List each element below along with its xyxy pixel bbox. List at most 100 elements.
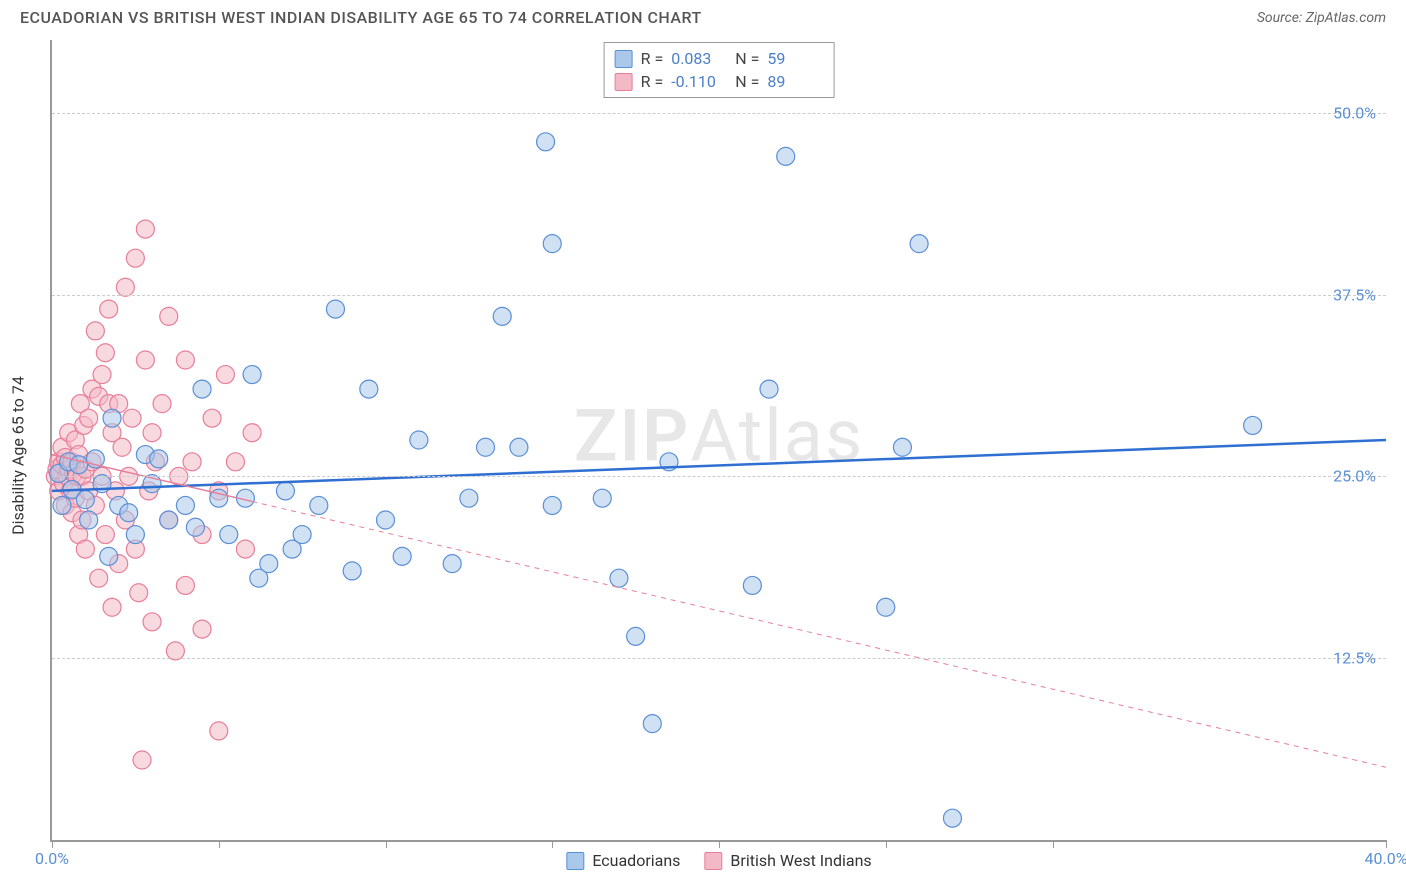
data-point [220, 526, 238, 544]
data-point [543, 235, 561, 253]
data-point [226, 453, 244, 471]
data-point [293, 526, 311, 544]
data-point [760, 380, 778, 398]
data-point [123, 409, 141, 427]
gridline [52, 476, 1386, 477]
data-point [877, 598, 895, 616]
xtick [52, 840, 53, 848]
n-value-1: 59 [767, 49, 823, 68]
data-point [193, 620, 211, 638]
legend-item-bwi: British West Indians [704, 851, 871, 870]
data-point [343, 562, 361, 580]
correlation-row-1: R = 0.083 N = 59 [615, 47, 824, 70]
legend-label-2: British West Indians [730, 851, 871, 870]
series-legend: Ecuadorians British West Indians [566, 851, 871, 870]
data-point [743, 576, 761, 594]
data-point [186, 518, 204, 536]
swatch-ecuadorians [566, 852, 584, 870]
data-point [493, 307, 511, 325]
data-point [160, 307, 178, 325]
data-point [96, 344, 114, 362]
xtick [886, 840, 887, 848]
data-point [243, 424, 261, 442]
data-point [236, 540, 254, 558]
data-point [176, 496, 194, 514]
xtick [386, 840, 387, 848]
data-point [143, 424, 161, 442]
n-label: N = [735, 72, 759, 91]
data-point [216, 366, 234, 384]
n-value-2: 89 [767, 72, 823, 91]
data-point [326, 300, 344, 318]
data-point [910, 235, 928, 253]
xtick [719, 840, 720, 848]
data-point [176, 576, 194, 594]
r-label: R = [641, 72, 664, 91]
xtick [219, 840, 220, 848]
swatch-bwi [704, 852, 722, 870]
data-point [310, 496, 328, 514]
data-point [53, 496, 71, 514]
chart-area: ZIPAtlas R = 0.083 N = 59 R = -0.110 N =… [50, 40, 1386, 842]
xtick [1386, 840, 1387, 848]
data-point [276, 482, 294, 500]
n-label: N = [735, 49, 759, 68]
data-point [80, 409, 98, 427]
data-point [203, 409, 221, 427]
data-point [410, 431, 428, 449]
data-point [183, 453, 201, 471]
xtick-label: 40.0% [1365, 849, 1406, 868]
data-point [243, 366, 261, 384]
data-point [76, 491, 94, 509]
data-point [643, 715, 661, 733]
gridline [52, 658, 1386, 659]
data-point [100, 547, 118, 565]
source-label: Source: ZipAtlas.com [1257, 10, 1386, 26]
data-point [543, 496, 561, 514]
chart-title: ECUADORIAN VS BRITISH WEST INDIAN DISABI… [20, 8, 702, 27]
swatch-bwi [615, 73, 633, 91]
xtick [552, 840, 553, 848]
data-point [627, 627, 645, 645]
ytick-label: 25.0% [1333, 467, 1376, 486]
data-point [377, 511, 395, 529]
trend-line-extrapolated [252, 501, 1386, 767]
data-point [103, 409, 121, 427]
gridline [52, 295, 1386, 296]
data-point [93, 366, 111, 384]
data-point [943, 809, 961, 827]
ytick-label: 50.0% [1333, 103, 1376, 122]
plot-svg [52, 40, 1386, 840]
data-point [96, 526, 114, 544]
data-point [76, 540, 94, 558]
ytick-label: 37.5% [1333, 285, 1376, 304]
trend-line [52, 440, 1386, 491]
data-point [160, 511, 178, 529]
correlation-row-2: R = -0.110 N = 89 [615, 70, 824, 93]
r-value-1: 0.083 [671, 49, 727, 68]
data-point [893, 438, 911, 456]
r-label: R = [641, 49, 664, 68]
data-point [477, 438, 495, 456]
data-point [510, 438, 528, 456]
data-point [136, 351, 154, 369]
data-point [86, 322, 104, 340]
data-point [70, 456, 88, 474]
data-point [260, 555, 278, 573]
data-point [777, 147, 795, 165]
header: ECUADORIAN VS BRITISH WEST INDIAN DISABI… [0, 0, 1406, 33]
data-point [120, 504, 138, 522]
data-point [193, 380, 211, 398]
data-point [113, 438, 131, 456]
data-point [126, 249, 144, 267]
data-point [153, 395, 171, 413]
data-point [210, 722, 228, 740]
ytick-label: 12.5% [1333, 649, 1376, 668]
data-point [80, 511, 98, 529]
data-point [610, 569, 628, 587]
data-point [460, 489, 478, 507]
data-point [143, 613, 161, 631]
data-point [130, 584, 148, 602]
data-point [100, 300, 118, 318]
xtick [1053, 840, 1054, 848]
